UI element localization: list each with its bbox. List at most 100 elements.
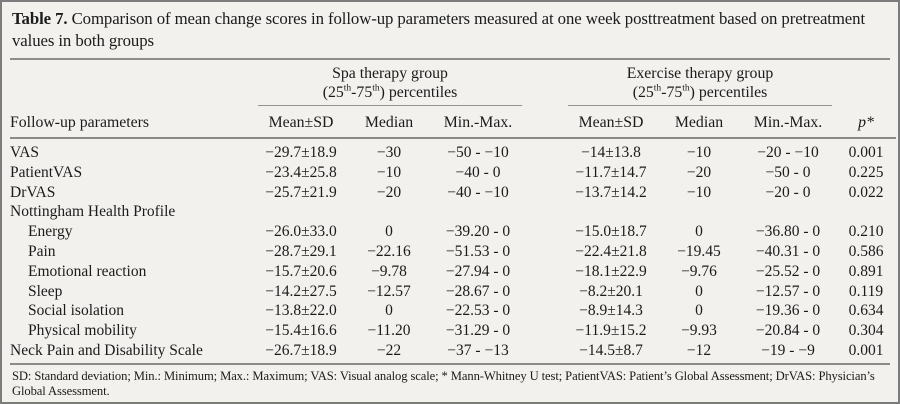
cell-spa-median: −22 [376, 341, 402, 359]
column-header-gap [526, 106, 564, 139]
cell-spa-mean: −26.7±18.9 [265, 341, 337, 359]
cell-ex-median: 0 [695, 282, 703, 300]
cell-ex-median: −19.45 [677, 242, 721, 260]
cell-spa-mean: −26.0±33.0 [265, 223, 337, 241]
cell-ex-mean [564, 202, 658, 222]
cell-ex-minmax: −36.80 - 0 [755, 223, 821, 241]
column-header-spa-minmax: Min.-Max. [430, 106, 526, 139]
footer-divider [10, 362, 890, 365]
column-header-p: p* [836, 106, 897, 139]
cell-spa-mean [254, 202, 348, 222]
cell-ex-mean: −18.1±22.9 [575, 262, 647, 280]
cell-p-value: 0.225 [848, 163, 884, 181]
table-row-vas: VAS −29.7±18.9 −30 −50 - −10 −14±13.8 −1… [10, 138, 896, 163]
cell-section-label: Nottingham Health Profile [10, 203, 176, 221]
cell-spa-minmax: −31.29 - 0 [445, 322, 511, 340]
cell-param: VAS [10, 144, 40, 161]
cell-p-value [836, 202, 896, 222]
cell-p-value: 0.001 [848, 144, 884, 161]
column-header-ex-median: Median [658, 106, 740, 139]
cell-spa-minmax: −40 - −10 [447, 183, 509, 201]
cell-gap [526, 301, 564, 321]
cell-param: Sleep [28, 282, 63, 300]
cell-spa-minmax: −37 - −13 [447, 341, 509, 359]
cell-ex-mean: −22.4±21.8 [575, 242, 647, 260]
group-sub-spa: (25th-75th) percentiles [258, 83, 522, 106]
cell-gap [526, 138, 564, 163]
cell-spa-median: −10 [376, 163, 402, 181]
cell-p-value: 0.119 [848, 282, 884, 300]
cell-spa-median: −22.16 [367, 242, 411, 260]
column-header-ex-mean: Mean±SD [564, 106, 658, 139]
cell-ex-median [658, 202, 740, 222]
cell-param: Neck Pain and Disability Scale [10, 341, 203, 359]
column-header-spa-mean: Mean±SD [254, 106, 348, 139]
cell-spa-minmax: −27.94 - 0 [445, 262, 511, 280]
cell-spa-minmax [430, 202, 526, 222]
cell-spa-minmax: −50 - −10 [447, 144, 509, 161]
cell-spa-mean: −13.8±22.0 [265, 302, 337, 320]
cell-param: Physical mobility [28, 322, 137, 340]
cell-param: DrVAS [10, 183, 56, 201]
cell-spa-minmax: −51.53 - 0 [445, 242, 511, 260]
title-divider [10, 58, 890, 60]
cell-spa-median: −20 [376, 183, 402, 201]
group-sub-exercise: (25th-75th) percentiles [568, 83, 833, 106]
cell-gap [526, 202, 564, 222]
cell-spa-mean: −23.4±25.8 [265, 163, 337, 181]
cell-param: Energy [28, 223, 73, 241]
cell-ex-minmax: −20 - −10 [757, 144, 819, 161]
cell-ex-mean: −8.9±14.3 [579, 302, 643, 320]
cell-p-value: 0.001 [848, 341, 884, 359]
group-header-exercise: Exercise therapy group (25th-75th) perce… [564, 60, 836, 106]
group-header-spa: Spa therapy group (25th-75th) percentile… [254, 60, 526, 106]
cell-param: Emotional reaction [28, 262, 147, 280]
group-header-p-spacer [836, 60, 896, 106]
cell-p-value: 0.210 [848, 223, 884, 241]
cell-gap [526, 262, 564, 282]
cell-param: PatientVAS [10, 163, 83, 181]
table-caption: Comparison of mean change scores in foll… [12, 9, 866, 50]
cell-ex-median: 0 [695, 302, 703, 320]
table-row-emotional-reaction: Emotional reaction −15.7±20.6 −9.78 −27.… [10, 262, 896, 282]
cell-ex-median: −10 [686, 144, 712, 161]
cell-spa-minmax: −40 - 0 [455, 163, 501, 181]
cell-ex-median: 0 [695, 223, 703, 241]
cell-ex-mean: −8.2±20.1 [579, 282, 643, 300]
table-row-patientvas: PatientVAS −23.4±25.8 −10 −40 - 0 −11.7±… [10, 163, 896, 183]
table-row-section-nhp: Nottingham Health Profile [10, 202, 896, 222]
cell-spa-mean: −15.4±16.6 [265, 322, 337, 340]
cell-spa-mean: −28.7±29.1 [265, 242, 337, 260]
cell-ex-minmax [740, 202, 836, 222]
cell-gap [526, 242, 564, 262]
cell-spa-minmax: −22.53 - 0 [445, 302, 511, 320]
cell-spa-median [348, 202, 430, 222]
cell-gap [526, 163, 564, 183]
cell-spa-mean: −15.7±20.6 [265, 262, 337, 280]
cell-param: Social isolation [28, 302, 125, 320]
cell-ex-median: −20 [686, 163, 712, 181]
group-header-spacer [10, 60, 254, 106]
cell-ex-minmax: −19 - −9 [761, 341, 815, 359]
column-header-parameters: Follow-up parameters [10, 106, 254, 139]
group-name-spa: Spa therapy group [332, 65, 448, 82]
column-header-ex-minmax: Min.-Max. [740, 106, 837, 139]
cell-spa-median: −11.20 [367, 322, 411, 340]
cell-spa-minmax: −28.67 - 0 [445, 282, 511, 300]
table-row-energy: Energy −26.0±33.0 0 −39.20 - 0 −15.0±18.… [10, 222, 896, 242]
cell-ex-minmax: −25.52 - 0 [755, 262, 821, 280]
cell-spa-median: −9.78 [371, 262, 407, 280]
cell-spa-minmax: −39.20 - 0 [445, 223, 511, 241]
group-name-exercise: Exercise therapy group [626, 65, 774, 82]
cell-ex-median: −9.76 [681, 262, 717, 280]
group-header-row: Spa therapy group (25th-75th) percentile… [10, 60, 896, 106]
table-number: Table 7. [12, 9, 68, 28]
cell-spa-median: 0 [385, 302, 393, 320]
column-header-spa-median: Median [348, 106, 430, 139]
cell-ex-minmax: −12.57 - 0 [755, 282, 821, 300]
cell-ex-mean: −14±13.8 [581, 144, 641, 161]
group-header-gap [526, 60, 564, 106]
cell-gap [526, 341, 564, 361]
cell-p-value: 0.586 [848, 242, 884, 260]
